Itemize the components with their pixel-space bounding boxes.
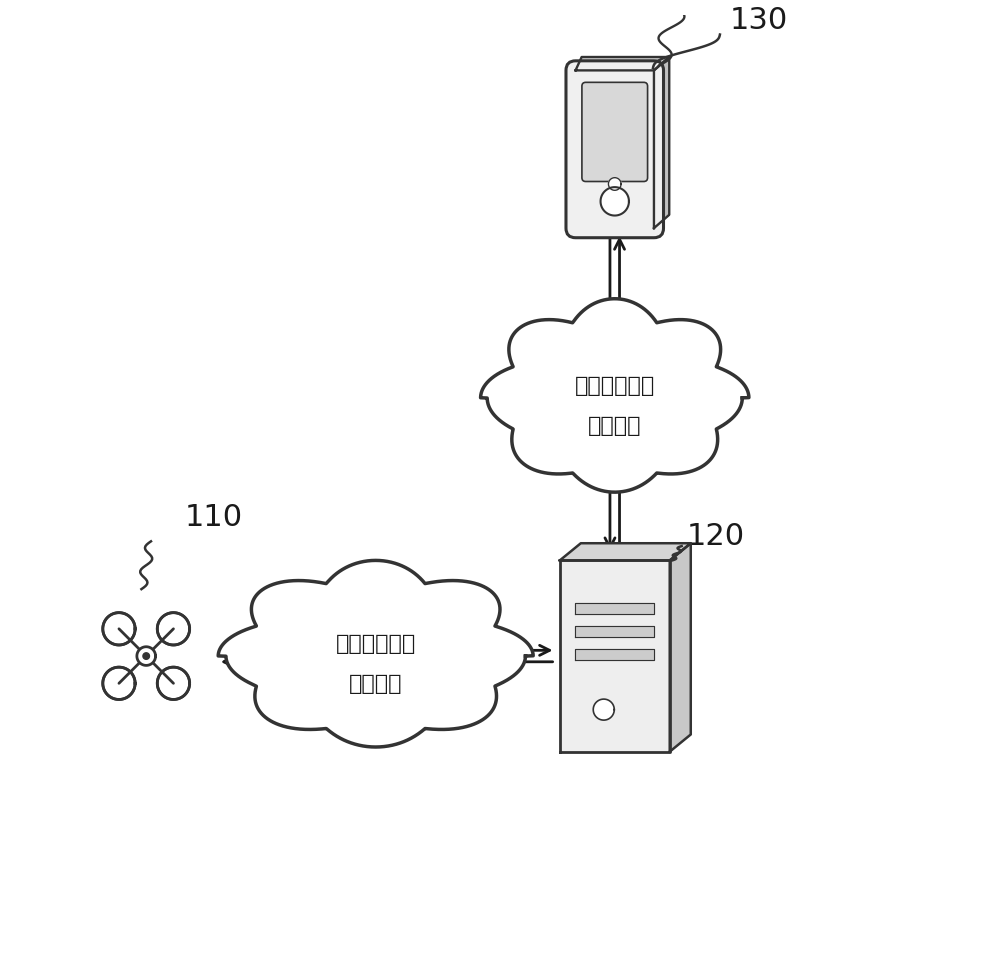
Polygon shape [575,603,654,614]
Polygon shape [143,653,149,660]
Text: 120: 120 [686,522,745,551]
Polygon shape [157,613,190,645]
Polygon shape [481,299,749,492]
Text: 网络连接: 网络连接 [349,673,402,694]
FancyBboxPatch shape [582,83,648,182]
Polygon shape [560,543,691,560]
Polygon shape [608,178,621,191]
Polygon shape [576,57,669,70]
Polygon shape [157,667,190,700]
FancyBboxPatch shape [566,61,664,237]
Polygon shape [575,627,654,637]
Text: 自主通讯组网: 自主通讯组网 [575,376,655,396]
Text: 110: 110 [184,503,243,532]
Polygon shape [575,649,654,660]
Polygon shape [593,699,614,720]
Polygon shape [560,560,670,752]
Polygon shape [103,667,135,700]
Polygon shape [670,543,691,752]
Polygon shape [103,613,135,645]
Polygon shape [601,187,629,216]
Text: 自主通讯组网: 自主通讯组网 [336,634,416,654]
Text: 网络连接: 网络连接 [588,416,641,436]
Polygon shape [654,57,669,228]
Polygon shape [218,560,533,747]
Text: 130: 130 [729,6,788,34]
Polygon shape [137,647,156,666]
